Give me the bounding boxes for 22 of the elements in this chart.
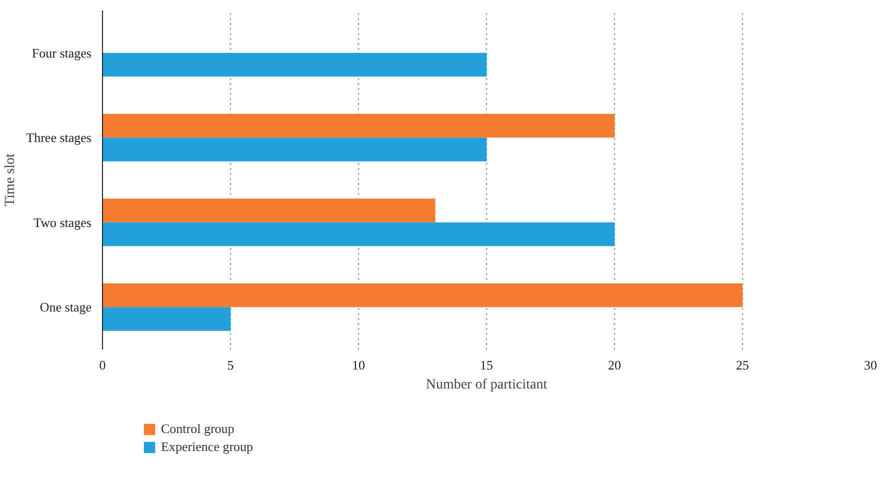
bar: [102, 52, 486, 77]
y-tick-label: Two stages: [34, 214, 92, 230]
x-tick-label: 30: [864, 358, 877, 372]
x-tick-label: 25: [736, 358, 749, 372]
bar: [102, 283, 742, 308]
y-tick-label: Four stages: [32, 45, 92, 60]
bar: [102, 198, 436, 222]
bar: [102, 138, 486, 162]
x-tick-label: 0: [99, 358, 106, 372]
y-tick-label: One stage: [40, 300, 92, 315]
bar: [102, 114, 614, 138]
x-axis-title: Number of particitant: [426, 378, 548, 392]
x-tick-label: 15: [480, 358, 493, 372]
bar: [102, 222, 614, 246]
y-axis-title: Time slot: [3, 154, 18, 206]
x-tick-label: 5: [227, 358, 234, 372]
x-tick-label: 10: [352, 358, 365, 372]
legend-label: Experience group: [161, 439, 254, 455]
bar: [102, 307, 230, 331]
y-tick-label: Three stages: [26, 130, 92, 146]
x-tick-label: 20: [608, 358, 621, 372]
legend-label: Control group: [161, 421, 234, 437]
